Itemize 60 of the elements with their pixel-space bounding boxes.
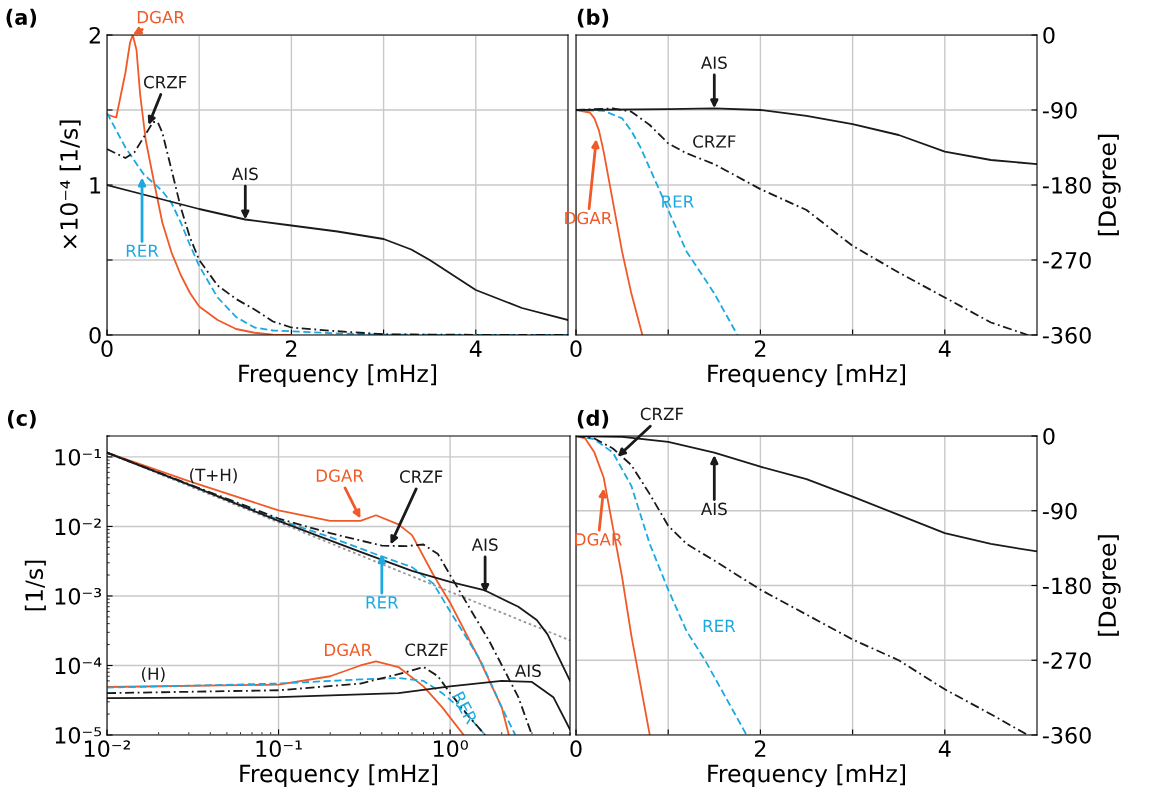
x-tick-label: 2: [754, 740, 766, 757]
annotation: DGAR: [316, 469, 364, 482]
y-tick-label: -360: [1042, 726, 1091, 744]
x-axis-title: Frequency [mHz]: [239, 364, 436, 387]
y-tick-label: 0: [1043, 26, 1055, 44]
x-tick-label: 10⁻¹: [256, 740, 302, 758]
annotation: (T+H): [190, 468, 237, 484]
y-axis-title: ×10⁻⁴ [1/s]: [59, 120, 81, 249]
annotation: RER: [662, 195, 694, 208]
y-axis-title: [Degree]: [1097, 134, 1121, 236]
x-tick-label: 2: [754, 340, 766, 357]
y-tick-label: -90: [1042, 101, 1077, 119]
y-tick-label: -180: [1042, 176, 1091, 194]
annotation: CRZF: [143, 75, 187, 89]
y-axis-title: [1/s]: [24, 560, 46, 611]
y-tick-label: -270: [1042, 251, 1091, 269]
x-tick-label: 0: [101, 340, 113, 358]
annotation: RER: [703, 619, 736, 632]
y-tick-label: -360: [1042, 326, 1091, 344]
x-axis-title: Frequency [mHz]: [708, 764, 905, 787]
y-tick-label: 10⁻¹: [55, 448, 101, 466]
annotation: RER: [452, 691, 478, 725]
chart-title: (d): [577, 409, 609, 429]
y-tick-label: 10⁻²: [55, 518, 101, 536]
x-tick-label: 4: [938, 740, 951, 757]
y-tick-label: 10⁻³: [55, 587, 102, 605]
x-tick-label: 0: [570, 740, 582, 758]
y-tick-label: 0: [1043, 427, 1055, 445]
y-tick-label: 10⁻⁴: [55, 657, 102, 675]
annotation: AIS: [515, 664, 541, 678]
annotation: DGAR: [137, 10, 185, 24]
x-axis-title: Frequency [mHz]: [708, 364, 905, 387]
annotation: CRZF: [640, 407, 684, 421]
y-tick-label: 1: [90, 177, 101, 194]
y-axis-title: [Degree]: [1097, 535, 1121, 636]
x-tick-label: 2: [285, 340, 297, 357]
annotation: AIS: [700, 56, 727, 69]
annotation: CRZF: [399, 470, 443, 483]
chart-title: (b): [577, 8, 609, 28]
annotation: CRZF: [405, 643, 448, 657]
y-tick-label: 2: [89, 26, 100, 44]
x-tick-label: 10⁰: [433, 740, 468, 758]
y-tick-label: 0: [89, 326, 101, 344]
annotation: RER: [366, 596, 399, 609]
y-tick-label: -90: [1042, 502, 1077, 520]
chart-title: (a): [6, 8, 37, 28]
y-tick-label: -180: [1042, 577, 1091, 595]
annotation: DGAR: [325, 643, 372, 657]
y-tick-label: -270: [1042, 652, 1091, 670]
annotation: (H): [141, 667, 165, 682]
x-axis-title: Frequency [mHz]: [240, 764, 437, 787]
x-tick-label: 4: [938, 340, 951, 357]
annotation: AIS: [471, 538, 498, 551]
x-tick-label: 4: [469, 340, 482, 357]
x-tick-label: 0: [570, 340, 582, 358]
annotation: AIS: [231, 167, 258, 181]
annotation: AIS: [700, 502, 727, 516]
annotation: RER: [126, 244, 159, 257]
annotation: CRZF: [693, 135, 736, 148]
chart-title: (c): [7, 409, 36, 429]
